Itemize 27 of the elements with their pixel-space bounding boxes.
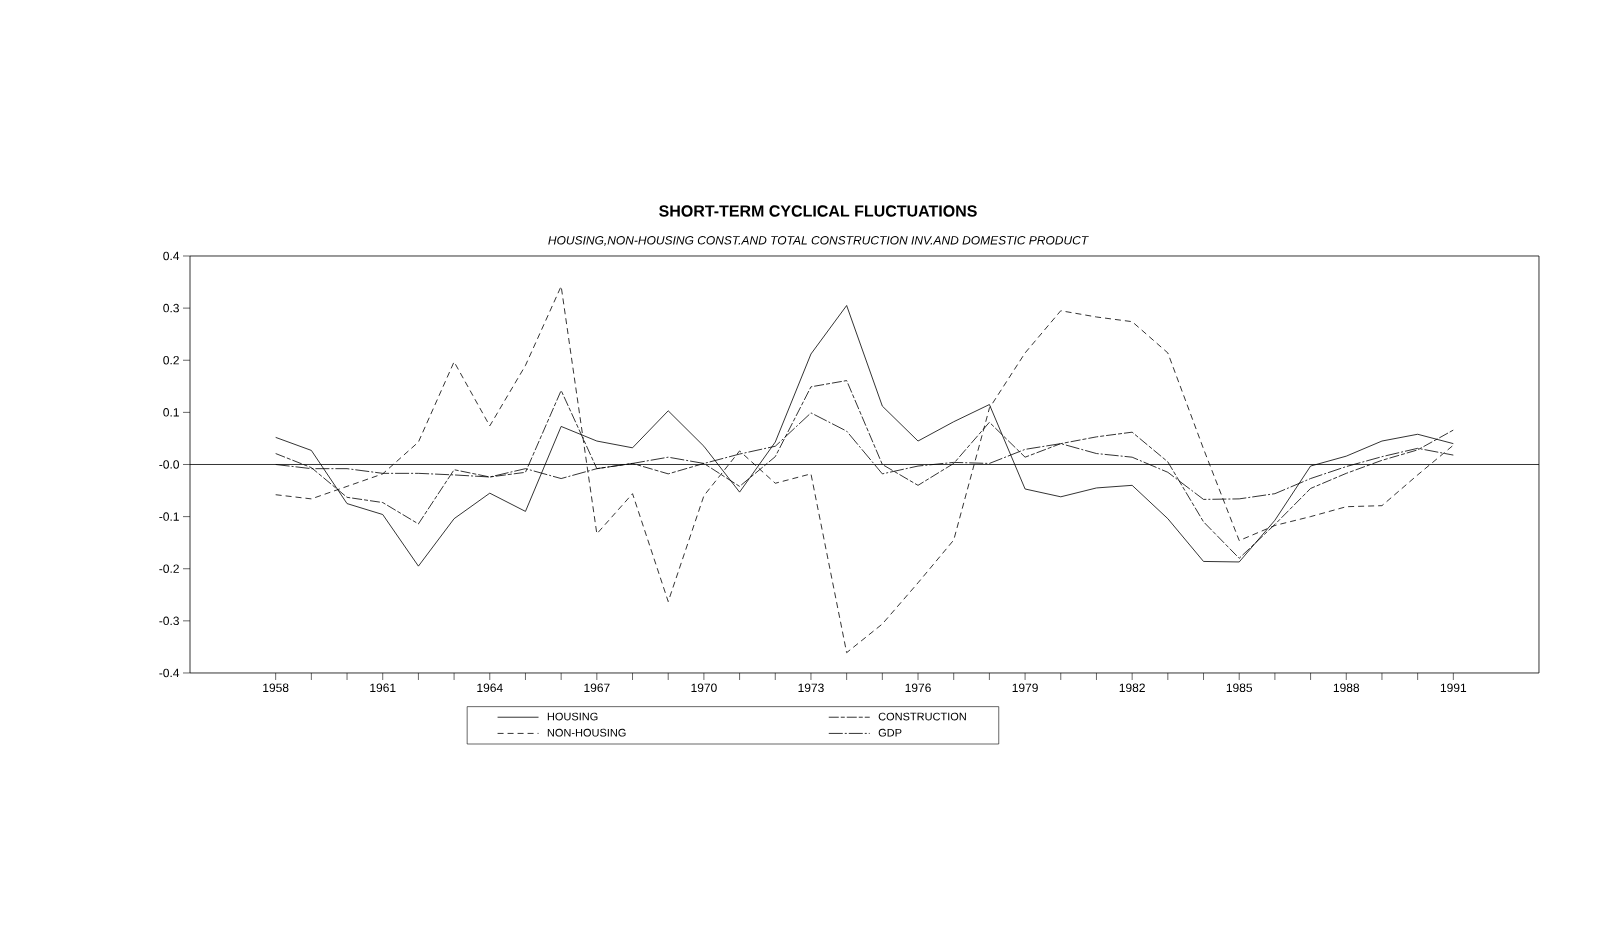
legend-label: NON-HOUSING: [547, 728, 626, 737]
x-tick-label: 1958: [263, 683, 289, 693]
y-tick-label: -0.1: [159, 512, 179, 521]
y-tick-label: 0.4: [163, 251, 180, 261]
x-tick-label: 1988: [1333, 683, 1360, 693]
x-tick-label: 1961: [370, 683, 396, 693]
x-tick-label: 1970: [691, 683, 717, 693]
y-tick-label: 0.3: [163, 303, 179, 313]
y-tick-label: 0.2: [163, 356, 179, 365]
x-tick-label: 1964: [477, 683, 503, 693]
y-tick-label: -0.2: [159, 564, 179, 573]
y-tick-label: -0.3: [159, 616, 179, 626]
y-tick-label: 0.1: [163, 408, 179, 417]
x-tick-label: 1976: [905, 683, 931, 693]
x-tick-label: 1967: [584, 683, 610, 693]
legend-label: HOUSING: [547, 712, 598, 721]
x-tick-label: 1982: [1119, 683, 1145, 693]
y-tick-label: -0.4: [159, 668, 180, 678]
x-tick-label: 1985: [1226, 683, 1253, 693]
x-tick-label: 1973: [798, 683, 824, 693]
y-tick-label: -0.0: [159, 460, 180, 469]
legend-label: GDP: [878, 728, 902, 737]
x-tick-label: 1979: [1012, 683, 1038, 693]
x-tick-label: 1991: [1440, 683, 1467, 693]
chart-subtitle: HOUSING,NON-HOUSING CONST.AND TOTAL CONSTRUCTION INV.AND DOMESTIC PRODUCT: [548, 236, 1089, 246]
legend-label: CONSTRUCTION: [878, 712, 966, 721]
chart-title: SHORT-TERM CYCLICAL FLUCTUATIONS: [659, 205, 977, 217]
